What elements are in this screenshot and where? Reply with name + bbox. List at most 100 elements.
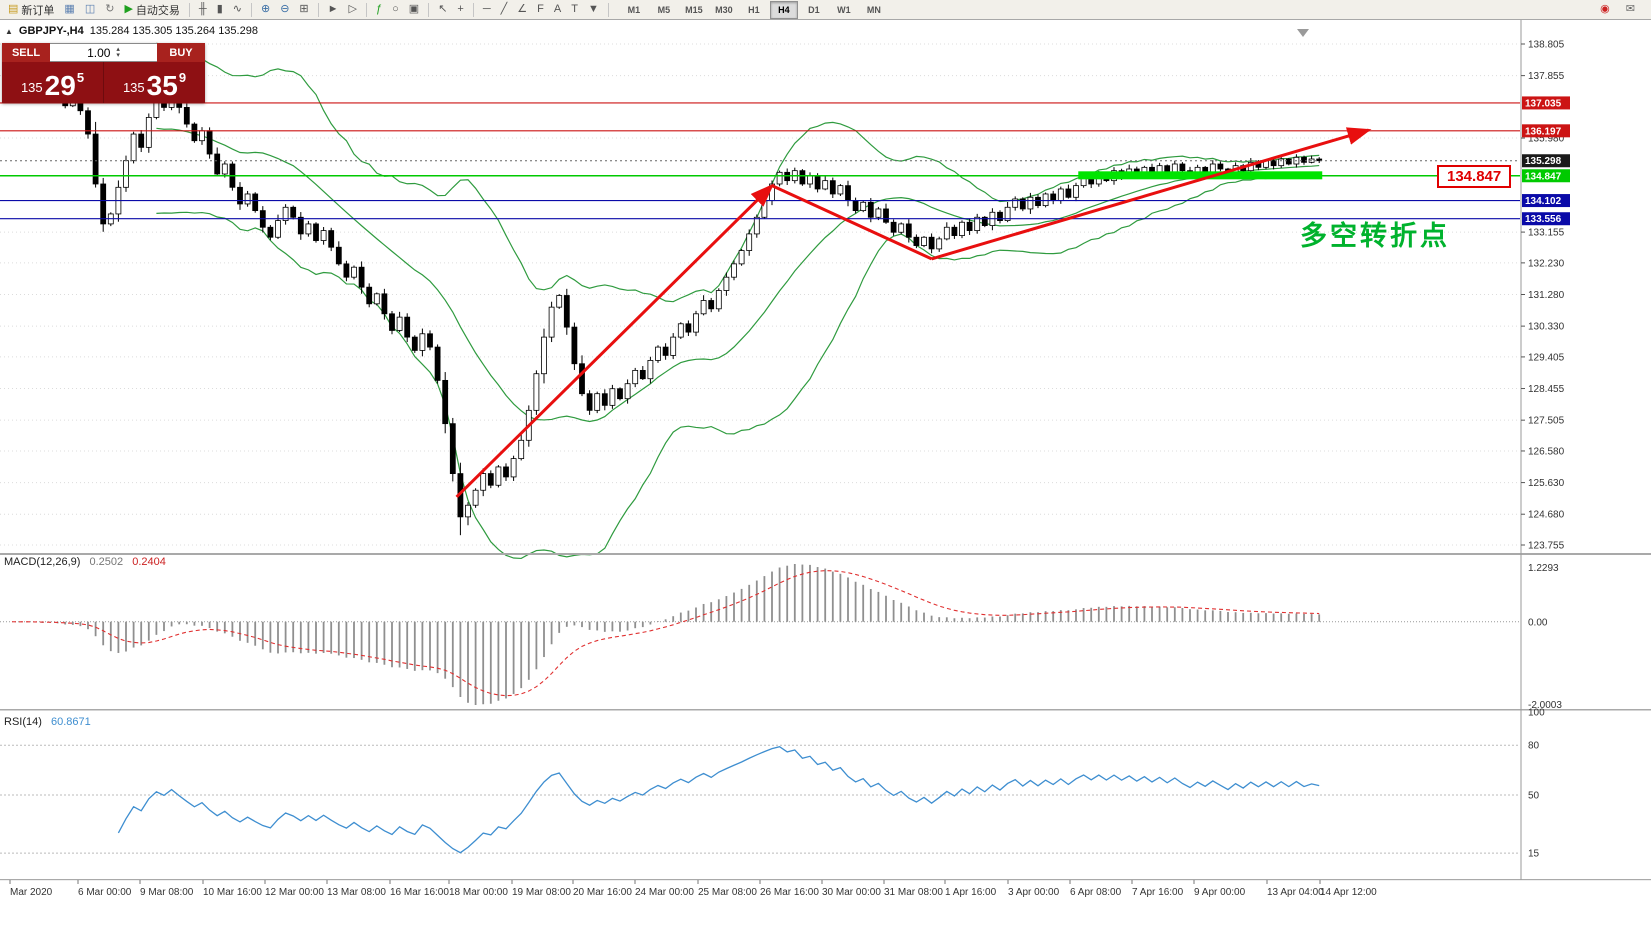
time-axis[interactable]: Mar 2020 6 Mar 00:00 9 Mar 08:00 10 Mar 16:… <box>9 880 1377 898</box>
svg-text:7 Apr 16:00: 7 Apr 16:00 <box>1132 887 1184 898</box>
sell-price-pip: 5 <box>76 70 85 85</box>
line-chart-icon[interactable]: ∿ <box>228 0 247 19</box>
templates-icon[interactable]: ▣ <box>404 0 424 19</box>
svg-text:1 Apr 16:00: 1 Apr 16:00 <box>945 887 997 898</box>
chart-window-icon[interactable]: ▦ <box>59 0 79 19</box>
rsi-label: RSI(14) <box>4 716 42 728</box>
zoom-in-icon[interactable]: ⊕ <box>256 0 275 19</box>
svg-text:129.405: 129.405 <box>1528 352 1565 363</box>
fibonacci-icon[interactable]: F <box>532 0 549 19</box>
autotrading-button[interactable]: ▶ 自动交易 <box>119 0 184 19</box>
horizontal-line-icon: ─ <box>482 3 491 15</box>
toolbar-separator <box>250 2 252 17</box>
timeframe-button-m5[interactable]: M5 <box>657 4 671 15</box>
rsi-panel: 100 80 50 15 <box>0 708 1545 860</box>
mail-icon[interactable]: ✉ <box>1621 0 1640 19</box>
sell-price-main: 29 <box>44 70 76 101</box>
trendline-icon[interactable]: ╱ <box>496 0 513 19</box>
channel-icon[interactable]: ∠ <box>512 0 532 19</box>
volume-value[interactable]: 1.00 <box>87 45 111 60</box>
toolbar-separator <box>317 2 319 17</box>
sell-button[interactable]: SELL <box>2 43 50 62</box>
cursor-icon: ↖ <box>438 3 448 15</box>
price-axis[interactable]: 138.805 137.855 135.980 133.155 132.230 131.2… <box>1521 40 1570 552</box>
new-order-button-label: 新订单 <box>21 4 55 17</box>
tile-windows-icon[interactable]: ⊞ <box>294 0 313 19</box>
periods-icon[interactable]: ○ <box>387 0 404 19</box>
chart-area: 138.805 137.855 135.980 133.155 132.230 131.2… <box>0 20 1651 946</box>
volume-input[interactable]: 1.00 ▴ ▾ <box>50 43 157 62</box>
indicators-icon[interactable]: ƒ <box>371 0 387 19</box>
profiles-icon[interactable]: ◫ <box>80 0 100 19</box>
toolbar-separator <box>472 2 474 17</box>
buy-price-button[interactable]: 135 35 9 <box>104 62 205 103</box>
svg-text:25 Mar 08:00: 25 Mar 08:00 <box>698 887 757 898</box>
one-click-trading-panel: SELL 1.00 ▴ ▾ BUY 135 29 5 135 35 9 <box>2 43 205 103</box>
svg-text:133.556: 133.556 <box>1525 214 1562 225</box>
arrows-icon: ▼ <box>587 3 599 15</box>
cursor-icon[interactable]: ↖ <box>433 0 452 19</box>
symbol-collapse-icon[interactable]: ▲ <box>5 26 13 36</box>
svg-text:19 Mar 08:00: 19 Mar 08:00 <box>512 887 571 898</box>
autotrading-button-label: 自动交易 <box>135 4 180 17</box>
buy-button[interactable]: BUY <box>157 43 205 62</box>
svg-text:Mar 2020: Mar 2020 <box>10 887 53 898</box>
timeframe-button-m30[interactable]: M30 <box>715 4 733 15</box>
timeframe-button-mn[interactable]: MN <box>866 4 881 15</box>
candlestick-chart-icon[interactable]: ▮ <box>212 0 228 19</box>
trendline-icon: ╱ <box>500 3 508 15</box>
toolbar-left-group: ▤ 新订单 ▦ ◫ ↻ ▶ 自动交易 <box>3 0 185 19</box>
chart-shift-icon[interactable]: ▷ <box>344 0 362 19</box>
buy-price-prefix: 135 <box>122 80 145 95</box>
svg-text:9 Apr 00:00: 9 Apr 00:00 <box>1194 887 1246 898</box>
zoom-out-icon[interactable]: ⊖ <box>275 0 294 19</box>
toolbar: ▤ 新订单 ▦ ◫ ↻ ▶ 自动交易 ╫ ▮ ∿ ⊕ ⊖ ⊞ ► ▷ ƒ ○ ▣ ↖ + ─ ╱ ∠ F A T ▼ M1 M5 M1… <box>0 0 1651 20</box>
trend-arrows <box>455 127 1372 498</box>
svg-text:124.680: 124.680 <box>1528 510 1565 521</box>
rsi-header: RSI(14) 60.8671 <box>4 716 91 728</box>
text-label-icon[interactable]: A <box>549 0 566 19</box>
timeframe-button-m1[interactable]: M1 <box>627 4 641 15</box>
candlesticks <box>9 75 1323 536</box>
alert-icon[interactable]: ◉ <box>1595 0 1615 19</box>
volume-down-icon[interactable]: ▾ <box>116 51 120 59</box>
volume-stepper[interactable]: ▴ ▾ <box>116 45 120 59</box>
horizontal-line-icon[interactable]: ─ <box>478 0 496 19</box>
volume-up-icon[interactable]: ▴ <box>116 45 120 53</box>
macd-header: MACD(12,26,9) 0.2502 0.2404 <box>4 556 166 568</box>
auto-scroll-icon[interactable]: ► <box>323 0 344 19</box>
svg-text:134.847: 134.847 <box>1525 171 1562 182</box>
sell-price-button[interactable]: 135 29 5 <box>2 62 103 103</box>
zoom-in-icon: ⊕ <box>260 3 271 15</box>
gridlines <box>0 43 1520 546</box>
svg-text:9 Mar 08:00: 9 Mar 08:00 <box>140 887 194 898</box>
refresh-icon[interactable]: ↻ <box>100 0 119 19</box>
price-tag-label: 134.847 <box>1437 165 1512 188</box>
timeframe-button-h1[interactable]: H1 <box>748 4 760 15</box>
svg-text:1.2293: 1.2293 <box>1528 563 1559 574</box>
svg-text:24 Mar 00:00: 24 Mar 00:00 <box>635 887 694 898</box>
macd-signal-value: 0.2404 <box>132 556 166 568</box>
toolbar-separator <box>366 2 367 17</box>
crosshair-icon[interactable]: + <box>452 0 468 19</box>
text-icon[interactable]: T <box>566 0 583 19</box>
svg-text:16 Mar 16:00: 16 Mar 16:00 <box>390 887 449 898</box>
new-order-button[interactable]: ▤ 新订单 <box>3 0 59 19</box>
sell-price-prefix: 135 <box>20 80 43 95</box>
svg-text:3 Apr 00:00: 3 Apr 00:00 <box>1008 887 1060 898</box>
price-chart-canvas[interactable]: 138.805 137.855 135.980 133.155 132.230 131.2… <box>0 20 1651 946</box>
svg-text:80: 80 <box>1528 741 1540 752</box>
chart-annotation-text: 多空转折点 <box>1300 221 1450 252</box>
timeframe-button-h4[interactable]: H4 <box>769 0 798 19</box>
text-icon: T <box>571 3 578 15</box>
bar-chart-icon[interactable]: ╫ <box>194 0 212 19</box>
timeframe-button-d1[interactable]: D1 <box>808 4 820 15</box>
support-highlight <box>1078 171 1323 180</box>
timeframe-button-w1[interactable]: W1 <box>837 4 851 15</box>
arrows-icon[interactable]: ▼ <box>583 0 604 19</box>
chart-shift-marker[interactable] <box>1297 29 1309 37</box>
svg-text:30 Mar 00:00: 30 Mar 00:00 <box>822 887 881 898</box>
svg-text:130.330: 130.330 <box>1528 322 1565 333</box>
timeframe-button-m15[interactable]: M15 <box>685 4 703 15</box>
refresh-icon: ↻ <box>105 3 115 15</box>
